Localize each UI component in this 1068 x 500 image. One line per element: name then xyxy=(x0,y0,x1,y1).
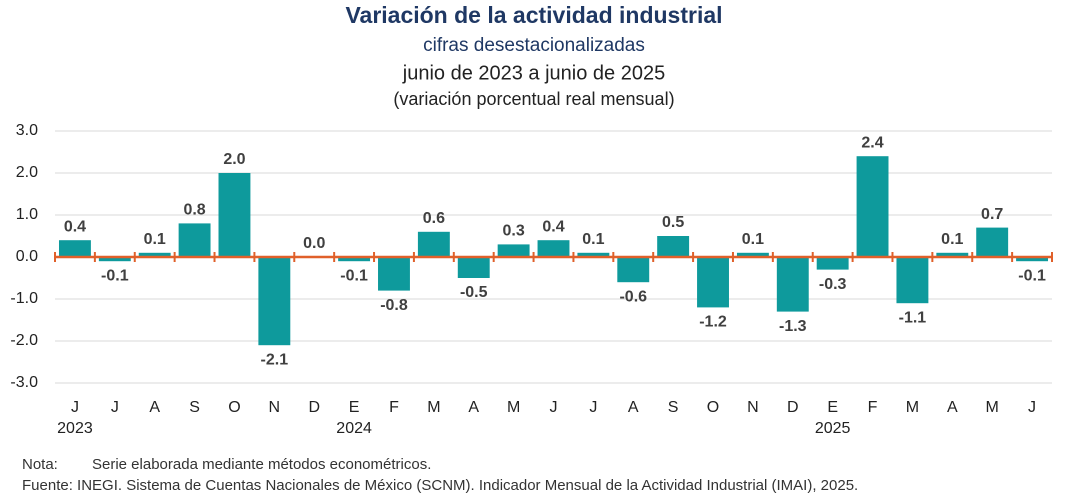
value-label: 0.0 xyxy=(303,235,325,252)
value-label: 2.4 xyxy=(861,134,883,151)
bar xyxy=(936,252,969,257)
x-tick-label: J xyxy=(589,399,597,416)
x-tick-label: F xyxy=(389,399,399,416)
bar xyxy=(338,257,371,262)
x-tick-label: S xyxy=(668,399,679,416)
value-label: -0.6 xyxy=(619,288,647,305)
bar xyxy=(577,252,610,257)
bar xyxy=(218,173,251,257)
value-label: 0.4 xyxy=(64,218,86,235)
bar xyxy=(537,240,570,257)
y-tick-label: -1.0 xyxy=(10,290,38,307)
x-tick-label: N xyxy=(269,399,281,416)
source: Fuente: INEGI. Sistema de Cuentas Nacion… xyxy=(22,477,858,494)
value-label: 0.3 xyxy=(502,223,524,240)
chart-title: Variación de la actividad industrial xyxy=(345,2,722,28)
bar xyxy=(178,223,211,257)
value-label: -1.3 xyxy=(779,318,807,335)
bar xyxy=(776,257,809,312)
year-label: 2025 xyxy=(815,420,851,437)
x-tick-label: J xyxy=(111,399,119,416)
value-label: -0.3 xyxy=(819,276,847,293)
x-tick-label: J xyxy=(550,399,558,416)
bar xyxy=(697,257,729,308)
x-tick-label: N xyxy=(747,399,759,416)
value-label: 0.1 xyxy=(742,231,764,248)
value-label: 2.0 xyxy=(223,151,245,168)
bar xyxy=(378,257,410,291)
y-tick-label: 0.0 xyxy=(16,248,38,265)
bar xyxy=(736,252,769,257)
bar xyxy=(497,244,530,257)
x-tick-label: O xyxy=(228,399,240,416)
x-tick-label: M xyxy=(427,399,440,416)
year-label: 2024 xyxy=(336,420,372,437)
x-tick-label: E xyxy=(349,399,360,416)
bar xyxy=(896,257,929,304)
x-tick-label: J xyxy=(1028,399,1036,416)
x-tick-label: D xyxy=(308,399,320,416)
value-label: 0.7 xyxy=(981,206,1003,223)
y-tick-label: -2.0 xyxy=(10,332,38,349)
note: Serie elaborada mediante métodos economé… xyxy=(92,456,431,473)
x-tick-label: A xyxy=(468,399,479,416)
bar xyxy=(617,257,650,283)
x-tick-label: A xyxy=(149,399,160,416)
x-tick-label: F xyxy=(868,399,878,416)
value-label: 0.1 xyxy=(144,231,166,248)
value-label: -0.1 xyxy=(340,267,368,284)
x-tick-label: A xyxy=(628,399,639,416)
value-label: -1.2 xyxy=(699,314,727,331)
bar xyxy=(138,252,171,257)
bar xyxy=(457,257,490,278)
value-label: 0.6 xyxy=(423,210,445,227)
bar xyxy=(1016,257,1049,262)
year-label: 2023 xyxy=(57,420,93,437)
bar xyxy=(816,257,849,270)
value-label: -0.5 xyxy=(460,284,488,301)
bar xyxy=(98,257,131,262)
bar xyxy=(657,236,690,257)
x-tick-label: M xyxy=(986,399,999,416)
period: junio de 2023 a junio de 2025 xyxy=(402,62,665,84)
x-tick-label: O xyxy=(707,399,719,416)
x-tick-label: A xyxy=(947,399,958,416)
unit-note: (variación porcentual real mensual) xyxy=(393,89,674,109)
y-tick-label: -3.0 xyxy=(10,374,38,391)
value-label: -2.1 xyxy=(261,351,289,368)
x-tick-label: S xyxy=(189,399,200,416)
value-label: 0.8 xyxy=(183,202,205,219)
x-tick-label: M xyxy=(906,399,919,416)
value-label: -1.1 xyxy=(899,309,927,326)
note-label: Nota: xyxy=(22,456,58,473)
value-label: -0.1 xyxy=(1018,267,1046,284)
value-label: 0.5 xyxy=(662,214,684,231)
value-label: 0.1 xyxy=(582,231,604,248)
chart-subtitle: cifras desestacionalizadas xyxy=(423,35,645,56)
x-tick-label: E xyxy=(827,399,838,416)
value-label: 0.1 xyxy=(941,231,963,248)
value-label: -0.1 xyxy=(101,267,129,284)
bar xyxy=(58,240,91,257)
x-tick-label: J xyxy=(71,399,79,416)
bar xyxy=(258,257,291,346)
value-label: 0.4 xyxy=(542,218,564,235)
bar xyxy=(856,156,889,257)
x-tick-label: D xyxy=(787,399,799,416)
x-tick-label: M xyxy=(507,399,520,416)
y-tick-label: 2.0 xyxy=(16,164,38,181)
y-tick-label: 3.0 xyxy=(16,122,38,139)
bar xyxy=(417,231,450,257)
value-label: -0.8 xyxy=(380,297,408,314)
y-tick-label: 1.0 xyxy=(16,206,38,223)
bar xyxy=(976,227,1009,257)
